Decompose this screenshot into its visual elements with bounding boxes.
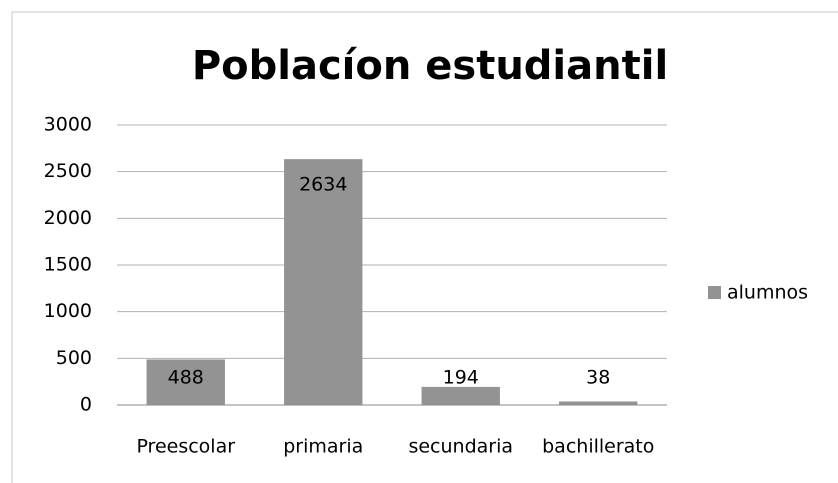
y-tick-label: 2500 (44, 160, 92, 182)
y-tick-label: 3000 (44, 114, 92, 136)
x-tick-label: secundaria (408, 436, 513, 458)
chart-title: Poblacíon estudiantil (192, 43, 668, 89)
bar (559, 401, 638, 405)
data-label: 2634 (299, 174, 347, 196)
legend-label: alumnos (727, 282, 808, 304)
bar (421, 386, 500, 405)
x-tick-label: primaria (283, 436, 363, 458)
bar (146, 359, 225, 405)
y-tick-label: 1500 (44, 254, 92, 276)
x-tick-label: bachillerato (542, 436, 654, 458)
x-tick-label: Preescolar (136, 436, 235, 458)
legend-swatch (708, 286, 721, 299)
data-label: 38 (586, 367, 610, 389)
y-tick-label: 2000 (44, 207, 92, 229)
data-label: 488 (168, 367, 204, 389)
y-tick-label: 0 (80, 394, 92, 416)
y-tick-label: 1000 (44, 300, 92, 322)
data-label: 194 (443, 367, 479, 389)
bar (284, 159, 363, 405)
chart-frame (11, 11, 838, 483)
y-tick-label: 500 (56, 347, 92, 369)
